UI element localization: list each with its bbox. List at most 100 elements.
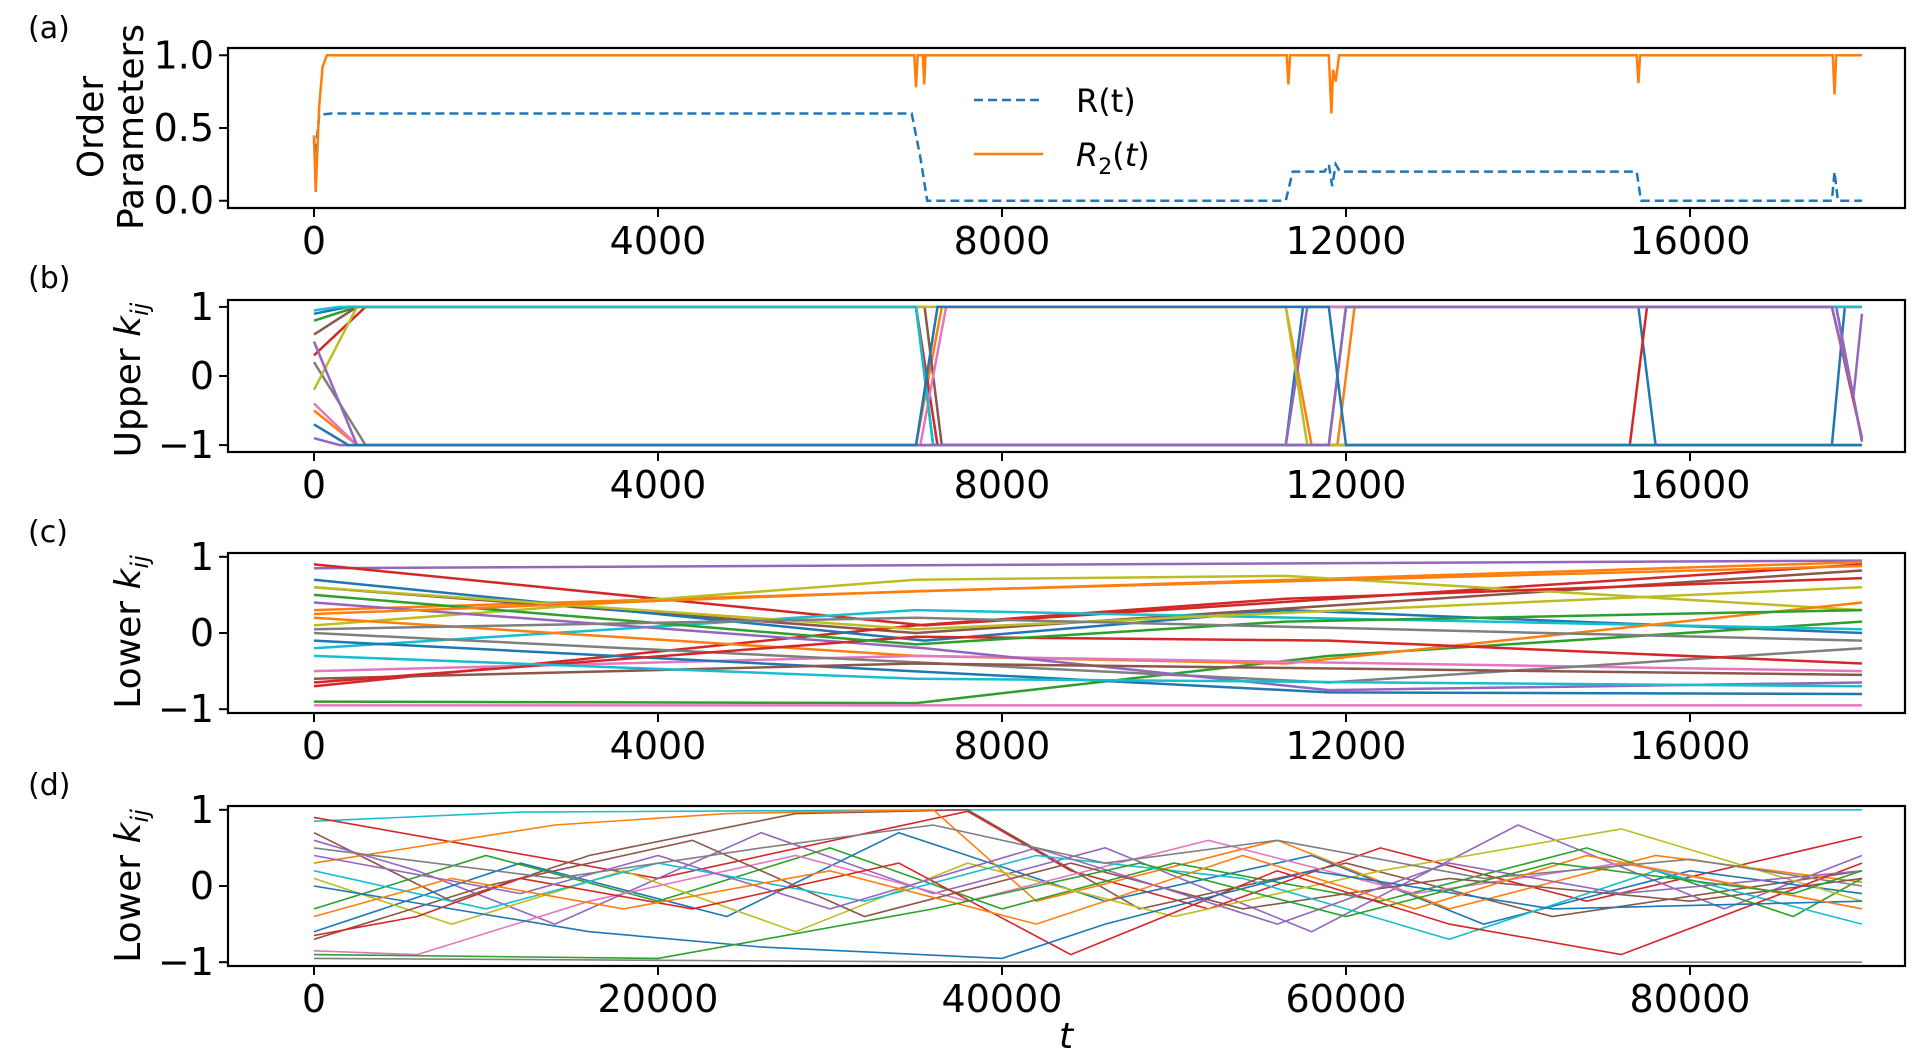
panel-label-a: (a) — [28, 11, 70, 46]
series-line-b-11 — [313, 305, 1862, 447]
series-line-d-0 — [313, 809, 1862, 822]
series-line-b-1 — [313, 305, 1862, 447]
series-line-d-15 — [313, 824, 1863, 887]
y-axis-label-d-sub: ij — [126, 809, 154, 823]
x-tick-label-b-4: 16000 — [1630, 463, 1751, 507]
y-tick-label-b-1: 0 — [190, 354, 214, 398]
series-line-c-15 — [313, 635, 1863, 684]
x-tick-label-a-4: 16000 — [1630, 219, 1751, 263]
series-line-c-14 — [313, 662, 1863, 680]
legend-label-r2: R2(t) — [1076, 136, 1150, 180]
x-tick-label-c-3: 12000 — [1286, 724, 1407, 768]
y-axis-label-b-sub: ij — [126, 302, 154, 316]
series-line-d-7 — [313, 847, 1863, 918]
x-tick-label-a-2: 8000 — [954, 219, 1051, 263]
series-line-b-8 — [312, 305, 1862, 447]
series-line-b-3 — [313, 305, 1864, 447]
y-axis-label-a-line1: Order — [71, 76, 112, 179]
x-tick-label-d-2: 40000 — [942, 977, 1063, 1021]
panel-a: (a) Order Parameters 0 4000 8000 12000 16000… — [28, 11, 1907, 263]
plot-area-a: 0 4000 8000 12000 16000 0.0 0.5 1.0 — [154, 33, 1907, 263]
x-axis-label-d: t — [1059, 1016, 1075, 1057]
y-axis-label-c: Lower kij — [108, 555, 154, 709]
series-line-c-4 — [313, 574, 1863, 627]
x-tick-label-b-2: 8000 — [954, 463, 1051, 507]
x-tick-label-d-4: 80000 — [1630, 977, 1751, 1021]
axes-frame-a — [226, 46, 1907, 210]
series-line-a-0 — [312, 112, 1862, 202]
series-line-d-9 — [313, 839, 1863, 956]
series-line-b-6 — [313, 305, 1862, 447]
plot-area-d: 0 20000 40000 60000 80000 −1 0 1 — [158, 788, 1907, 1021]
series-line-d-4 — [313, 824, 1863, 933]
series-line-d-2 — [313, 810, 1863, 910]
y-tick-label-b-0: −1 — [158, 423, 214, 467]
panel-label-d: (d) — [28, 768, 70, 803]
series-line-a-1 — [312, 54, 1862, 193]
y-tick-label-d-2: 1 — [190, 788, 214, 832]
series-line-d-8 — [313, 828, 1863, 933]
x-tick-label-b-1: 4000 — [610, 463, 707, 507]
y-tick-label-c-2: 1 — [190, 535, 214, 579]
series-line-c-0 — [313, 559, 1863, 570]
y-tick-label-a-2: 1.0 — [154, 33, 214, 77]
series-line-b-0 — [313, 305, 1862, 447]
y-tick-label-c-1: 0 — [190, 611, 214, 655]
panel-c: (c) Lower kij 0 4000 8000 12000 16000 −1 0 1 — [28, 515, 1907, 768]
series-line-b-9 — [313, 305, 1862, 447]
series-line-d-1 — [313, 957, 1862, 963]
y-axis-label-c-var: k — [108, 566, 149, 589]
panel-b: (b) Upper kij 0 4000 8000 12000 16000 −1 0 1 — [28, 261, 1907, 507]
series-line-d-17 — [313, 862, 1863, 960]
series-line-c-19 — [313, 654, 1863, 688]
series-line-c-1 — [313, 563, 1863, 627]
x-tick-label-c-4: 16000 — [1630, 724, 1751, 768]
y-axis-label-d-var: k — [108, 820, 149, 843]
legend-label-r: R(t) — [1076, 82, 1136, 120]
series-line-d-16 — [313, 854, 1863, 925]
x-tick-label-d-1: 20000 — [598, 977, 719, 1021]
x-tick-label-a-3: 12000 — [1286, 219, 1407, 263]
y-tick-label-a-1: 0.5 — [154, 106, 214, 150]
y-axis-label-a-line2: Parameters — [111, 24, 152, 230]
panel-d: (d) Lower kij 0 20000 40000 60000 80000−101 … — [28, 768, 1907, 1057]
plot-area-c: 0 4000 8000 12000 16000 −1 0 1 — [158, 535, 1907, 768]
series-line-d-6 — [313, 808, 1863, 910]
y-axis-label-b-var: k — [108, 314, 149, 337]
x-tick-label-a-0: 0 — [302, 219, 326, 263]
panel-label-c: (c) — [28, 515, 68, 550]
y-axis-label-b-text: Upper — [108, 337, 149, 457]
series-line-c-16 — [313, 586, 1863, 631]
series-line-b-2 — [313, 305, 1864, 447]
x-tick-label-d-3: 60000 — [1286, 977, 1407, 1021]
series-line-c-21 — [313, 616, 1863, 642]
y-tick-label-b-2: 1 — [190, 285, 214, 329]
series-line-b-5 — [313, 305, 1862, 447]
x-tick-label-c-0: 0 — [302, 724, 326, 768]
y-axis-label-d-text: Lower — [108, 843, 149, 962]
x-tick-label-d-0: 0 — [302, 977, 326, 1021]
series-line-b-4 — [313, 305, 1864, 447]
y-tick-label-a-0: 0.0 — [154, 179, 214, 223]
x-tick-label-c-1: 4000 — [610, 724, 707, 768]
series-line-d-12 — [313, 862, 1863, 956]
y-axis-label-c-text: Lower — [108, 589, 149, 708]
series-line-b-10 — [312, 305, 1864, 447]
x-tick-label-c-2: 8000 — [954, 724, 1051, 768]
x-tick-label-b-3: 12000 — [1286, 463, 1407, 507]
legend-a: R(t) R2(t) — [974, 82, 1150, 180]
series-line-c-8 — [313, 608, 1863, 650]
plot-area-b: 0 4000 8000 12000 16000 −1 0 1 — [158, 285, 1907, 507]
panel-label-b: (b) — [28, 261, 70, 296]
series-line-b-7 — [312, 361, 1862, 447]
x-tick-label-b-0: 0 — [302, 463, 326, 507]
y-tick-label-d-0: −1 — [158, 940, 214, 984]
y-tick-label-d-1: 0 — [190, 864, 214, 908]
y-axis-label-b: Upper kij — [108, 302, 154, 457]
x-tick-label-a-1: 4000 — [610, 219, 707, 263]
series-line-d-10 — [313, 839, 1863, 941]
series-line-c-12 — [313, 601, 1863, 692]
series-line-c-6 — [313, 578, 1863, 642]
y-axis-label-d: Lower kij — [108, 809, 154, 963]
